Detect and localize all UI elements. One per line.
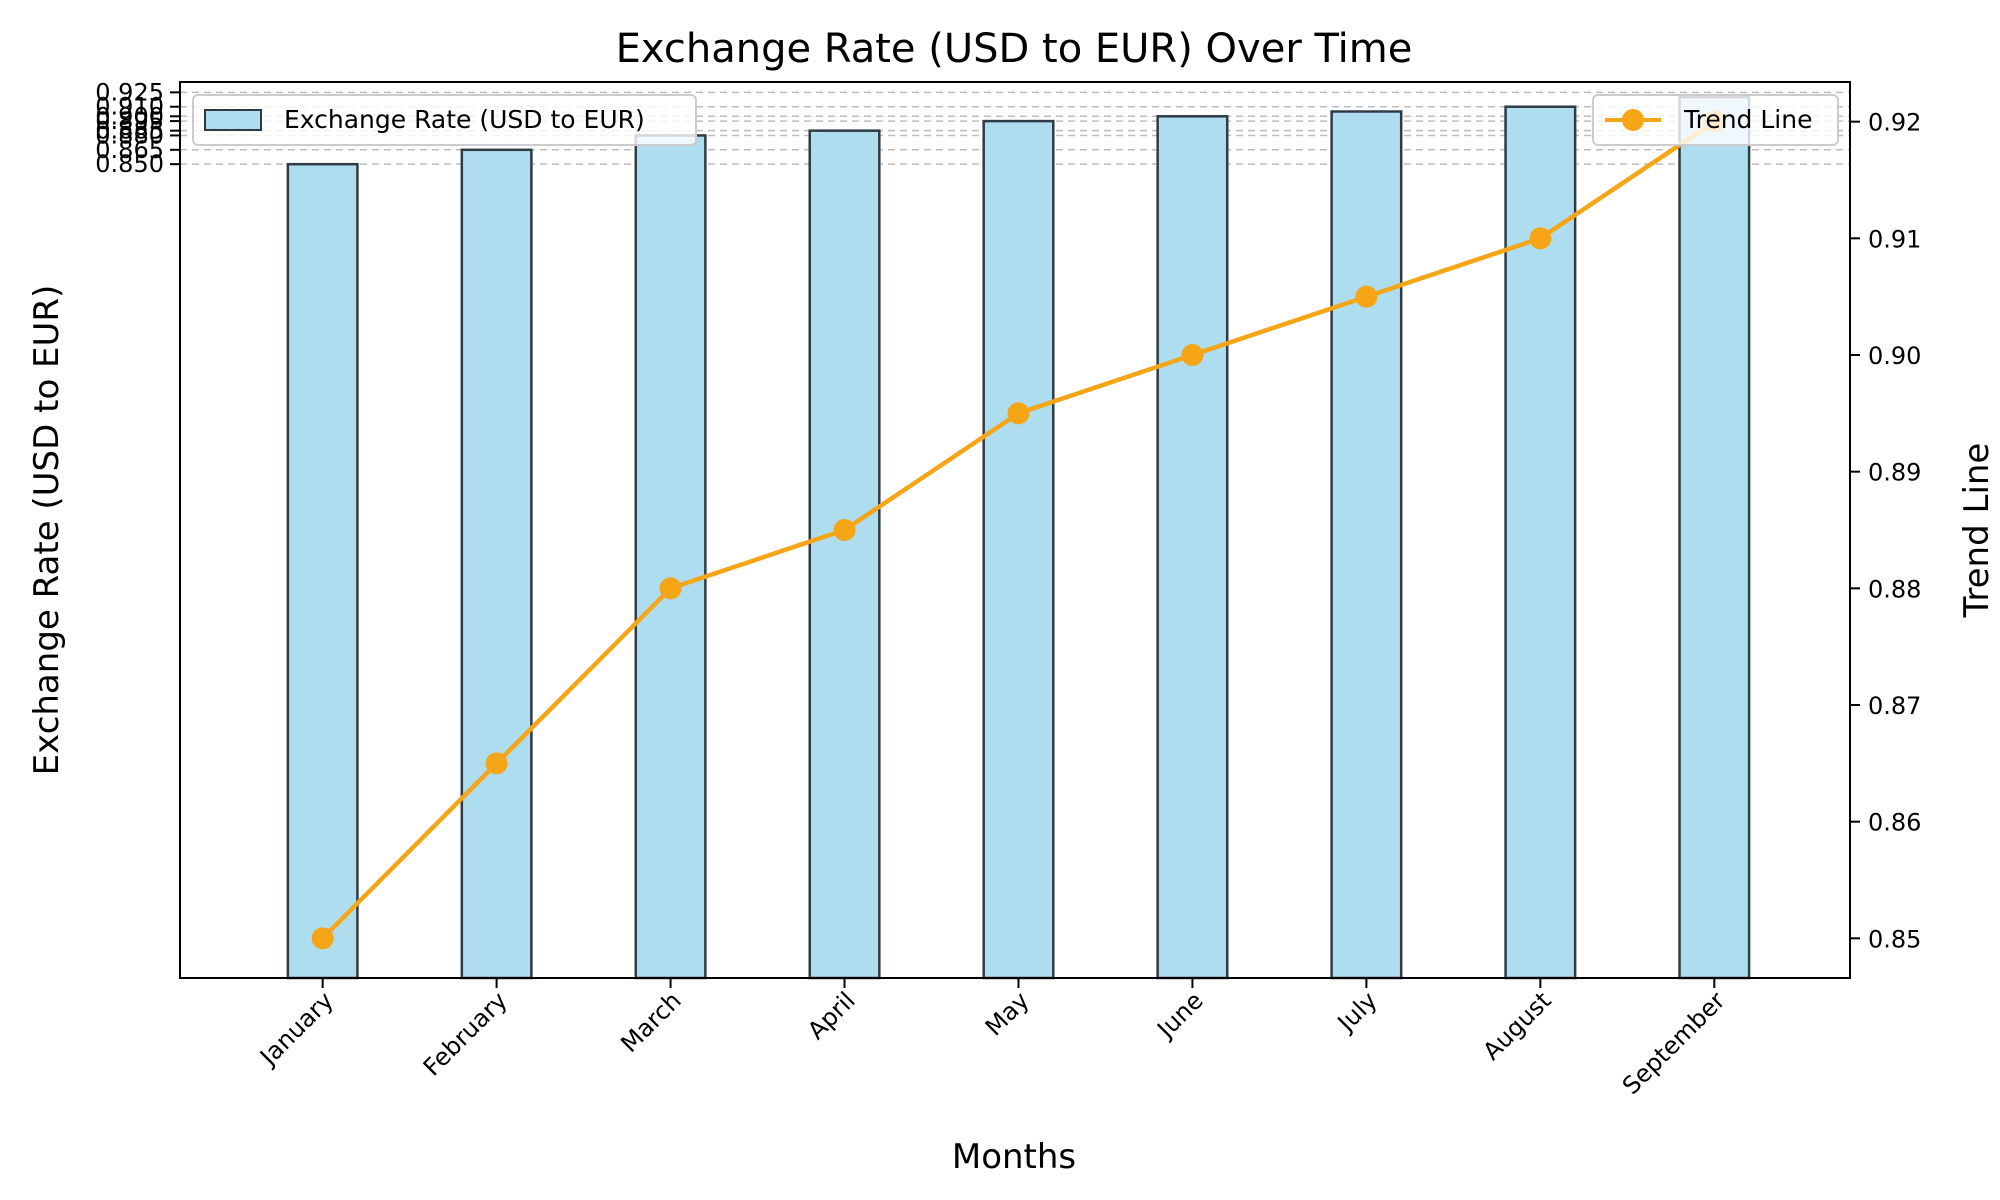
left-tick-label: 0.910 (95, 93, 164, 121)
x-axis-label: Months (952, 1137, 1076, 1177)
y2-axis-label: Trend Line (1957, 443, 1997, 619)
bar (1504, 105, 1577, 980)
legend-trend: Trend Line (1592, 94, 1839, 146)
legend-trend-marker (1622, 109, 1644, 131)
right-tick-label: 0.89 (1868, 459, 1921, 487)
left-tick-label: 0.850 (95, 150, 164, 178)
right-axis-ticks: 0.85 0.86 0.87 0.88 0.89 0.90 0.91 0.92 (1850, 109, 1921, 953)
x-tick-label: July (1331, 986, 1383, 1038)
bar (808, 129, 881, 980)
x-tick-label: June (1151, 986, 1209, 1044)
trend-point (659, 577, 682, 600)
trend-point (1181, 344, 1204, 366)
right-tick-label: 0.92 (1868, 109, 1921, 137)
x-tick-label: August (1477, 986, 1556, 1065)
legend-trend-label: Trend Line (1683, 105, 1812, 134)
right-tick-label: 0.86 (1868, 809, 1921, 837)
trend-point (311, 927, 334, 950)
right-tick-label: 0.90 (1868, 342, 1921, 370)
chart-title: Exchange Rate (USD to EUR) Over Time (616, 26, 1413, 72)
bars (286, 95, 1751, 980)
x-tick-label: January (253, 986, 339, 1072)
x-tick-label: February (418, 986, 513, 1081)
trend-point (1355, 285, 1378, 308)
right-tick-label: 0.85 (1868, 925, 1921, 953)
bar (1678, 95, 1751, 980)
legend-bars-label: Exchange Rate (USD to EUR) (284, 105, 645, 134)
trend-point (1007, 402, 1030, 425)
right-tick-label: 0.91 (1868, 225, 1921, 253)
x-tick-label: September (1617, 986, 1731, 1100)
y-axis-label: Exchange Rate (USD to EUR) (27, 285, 67, 776)
legend-bars: Exchange Rate (USD to EUR) (192, 94, 697, 146)
right-tick-label: 0.88 (1868, 575, 1921, 603)
bar (460, 148, 533, 980)
trend-point (1529, 227, 1552, 250)
legend-bars-frame (192, 94, 697, 146)
x-tick-label: April (802, 986, 861, 1045)
right-tick-label: 0.87 (1868, 692, 1921, 720)
x-axis-ticks: January February March April May June July Augu… (253, 978, 1731, 1100)
x-tick-label: May (980, 986, 1035, 1041)
bar (1330, 110, 1403, 980)
left-tick-label: 0.865 (95, 136, 164, 164)
trend-point (485, 752, 508, 775)
bar (286, 162, 359, 980)
bar (634, 134, 707, 980)
left-tick-label: 0.895 (95, 107, 164, 135)
bar (982, 119, 1055, 980)
left-tick-label: 0.925 (95, 78, 164, 106)
bar (1156, 115, 1229, 980)
legend-bars-swatch (204, 109, 262, 131)
left-tick-label: 0.900 (95, 102, 164, 130)
x-tick-label: March (615, 986, 687, 1058)
trend-point (833, 519, 856, 541)
left-tick-label: 0.885 (95, 117, 164, 145)
plot-frame (179, 81, 1851, 979)
left-tick-label: 0.880 (95, 121, 164, 149)
legend-trend-frame (1592, 94, 1839, 146)
